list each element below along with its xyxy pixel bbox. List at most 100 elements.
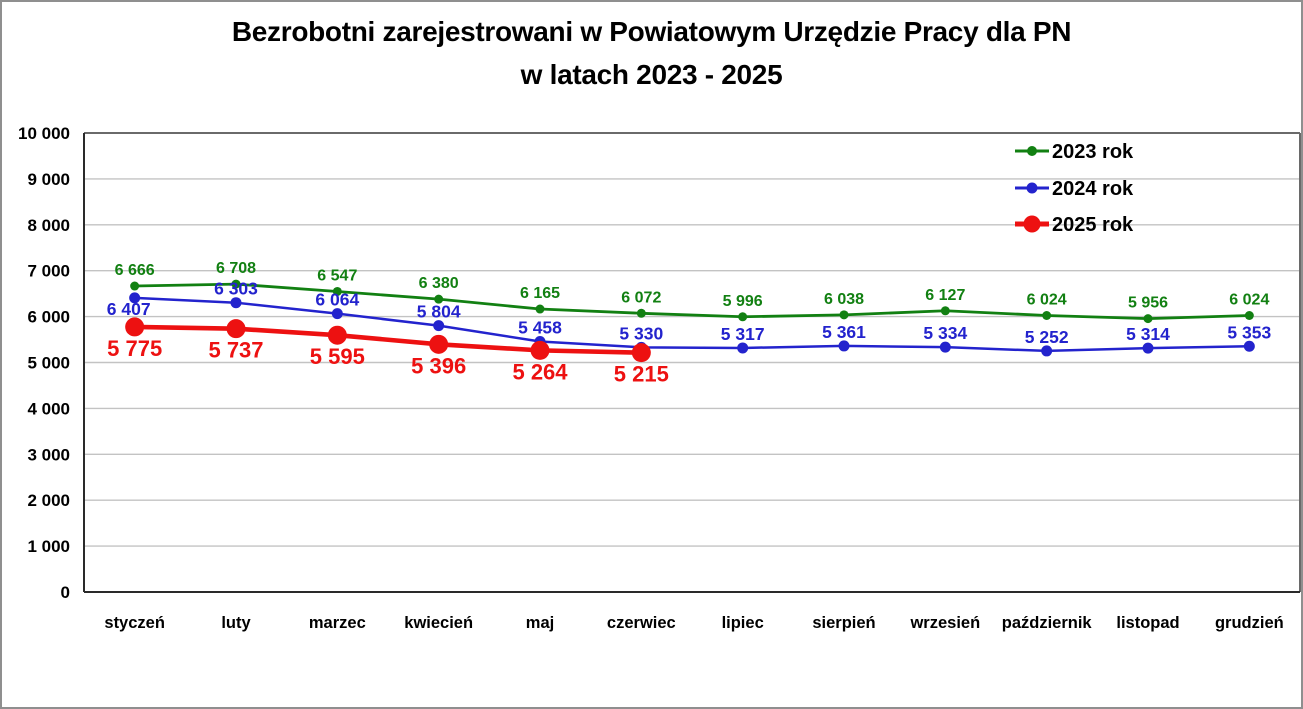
data-point xyxy=(939,341,951,353)
y-tick-label: 5 000 xyxy=(27,354,70,373)
x-tick-label: grudzień xyxy=(1215,614,1284,632)
data-label: 5 264 xyxy=(512,359,568,384)
plot-frame xyxy=(83,132,1301,593)
y-tick-label: 10 000 xyxy=(18,124,70,143)
data-label: 5 314 xyxy=(1126,324,1170,344)
data-point xyxy=(839,310,849,320)
data-label: 6 165 xyxy=(520,285,560,302)
series-line xyxy=(132,324,644,355)
series-2023-rok: 6 666 6 708 6 547 6 380 6 165 6 072 5 996 6 038… xyxy=(115,260,1269,324)
gridlines xyxy=(84,178,1300,547)
x-tick-label: październik xyxy=(1002,614,1093,632)
legend-label: 2023 rok xyxy=(1052,141,1134,163)
x-axis-labels: styczeń luty marzec kwiecień maj czerwiec lipi… xyxy=(104,614,1283,632)
legend-marker xyxy=(1023,215,1041,233)
data-label: 6 666 xyxy=(115,262,155,279)
data-point xyxy=(1143,314,1153,324)
data-point xyxy=(738,312,748,322)
data-label: 5 775 xyxy=(107,336,162,361)
data-point xyxy=(940,306,950,316)
data-label: 5 334 xyxy=(923,323,967,343)
data-point xyxy=(737,342,749,354)
x-tick-label: czerwiec xyxy=(607,614,676,632)
data-point xyxy=(838,340,850,352)
legend-label: 2025 rok xyxy=(1052,214,1134,236)
y-tick-label: 6 000 xyxy=(27,308,70,327)
x-tick-label: sierpień xyxy=(812,614,875,632)
data-label: 5 996 xyxy=(723,293,763,310)
legend-marker xyxy=(1027,146,1037,156)
data-label: 5 956 xyxy=(1128,295,1168,312)
y-tick-label: 1 000 xyxy=(27,537,70,556)
data-point xyxy=(130,281,140,291)
data-label: 6 303 xyxy=(214,279,258,299)
data-point xyxy=(331,308,343,320)
data-point xyxy=(429,334,449,354)
data-point xyxy=(125,317,145,337)
series-line xyxy=(133,282,1251,321)
data-point xyxy=(433,320,445,332)
data-label: 5 215 xyxy=(614,362,669,387)
data-point xyxy=(530,340,550,360)
data-label: 5 595 xyxy=(310,344,365,369)
data-label: 6 127 xyxy=(925,287,965,304)
data-label: 5 353 xyxy=(1227,322,1271,342)
data-label: 6 064 xyxy=(315,290,359,310)
data-label: 5 330 xyxy=(619,323,663,343)
y-tick-label: 8 000 xyxy=(27,216,70,235)
chart-title-line2: w latach 2023 - 2025 xyxy=(520,59,783,90)
data-point xyxy=(636,308,646,318)
data-point xyxy=(1041,345,1053,357)
x-tick-label: wrzesień xyxy=(909,614,980,632)
data-point xyxy=(434,294,444,304)
y-tick-label: 4 000 xyxy=(27,399,70,418)
data-label: 6 024 xyxy=(1027,291,1067,308)
legend-item-2024-rok: 2024 rok xyxy=(1015,178,1134,200)
data-label: 6 380 xyxy=(419,275,459,292)
data-label: 6 038 xyxy=(824,291,864,308)
y-tick-label: 7 000 xyxy=(27,262,70,281)
data-point xyxy=(1142,342,1154,354)
chart-title: Bezrobotni zarejestrowani w Powiatowym U… xyxy=(2,10,1301,96)
data-label: 5 252 xyxy=(1025,327,1069,347)
data-point xyxy=(226,319,246,339)
data-point xyxy=(1042,310,1052,320)
data-point xyxy=(332,286,342,296)
data-point xyxy=(1243,340,1255,352)
data-label: 5 317 xyxy=(721,324,765,344)
series-2025-rok: 5 775 5 737 5 595 5 396 5 264 5 215 xyxy=(107,317,669,387)
x-tick-label: styczeń xyxy=(104,614,165,632)
data-label: 5 361 xyxy=(822,322,866,342)
legend-item-2025-rok: 2025 rok xyxy=(1015,214,1134,236)
legend-item-2023-rok: 2023 rok xyxy=(1015,141,1134,163)
y-tick-label: 0 xyxy=(61,583,70,602)
data-point xyxy=(327,325,347,345)
legend-marker xyxy=(1026,182,1038,194)
data-point xyxy=(231,279,241,289)
legend-label: 2024 rok xyxy=(1052,178,1134,200)
y-tick-label: 9 000 xyxy=(27,170,70,189)
chart-title-line1: Bezrobotni zarejestrowani w Powiatowym U… xyxy=(231,16,1072,47)
data-point xyxy=(1244,310,1254,320)
data-label: 6 547 xyxy=(317,267,357,284)
x-tick-label: maj xyxy=(526,614,554,632)
data-label: 5 804 xyxy=(417,302,461,322)
data-label: 6 708 xyxy=(216,260,256,277)
data-label: 6 024 xyxy=(1229,291,1269,308)
y-axis-labels: 0 1 000 2 000 3 000 4 000 5 000 6 000 7 000 8 00… xyxy=(18,124,70,602)
data-label: 5 396 xyxy=(411,353,466,378)
legend: 2023 rok 2024 rok 2025 rok xyxy=(1015,141,1134,236)
data-label: 5 737 xyxy=(208,338,263,363)
y-tick-label: 3 000 xyxy=(27,445,70,464)
x-tick-label: marzec xyxy=(309,614,366,632)
data-point xyxy=(129,292,141,304)
data-label: 6 072 xyxy=(621,289,661,306)
y-tick-label: 2 000 xyxy=(27,491,70,510)
series-2024-rok: 6 407 6 303 6 064 5 804 5 458 5 330 5 317 5 361… xyxy=(107,279,1271,357)
series-line xyxy=(133,296,1251,353)
x-tick-label: lipiec xyxy=(722,614,764,632)
data-point xyxy=(535,304,545,314)
data-point xyxy=(631,343,651,363)
